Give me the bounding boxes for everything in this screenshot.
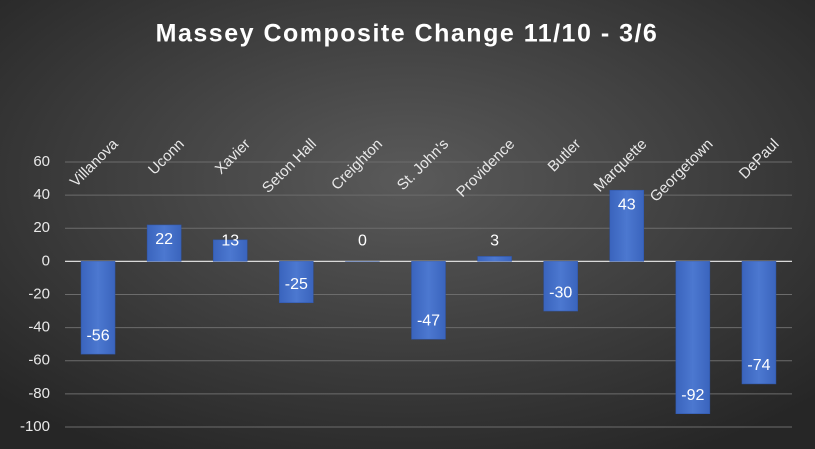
data-label: 43 <box>618 196 636 213</box>
y-tick-label: -40 <box>28 319 50 336</box>
data-label: -92 <box>681 387 704 404</box>
data-label: -47 <box>417 312 440 329</box>
bar <box>212 239 248 262</box>
y-tick-label: 0 <box>42 252 50 269</box>
bar <box>477 256 512 262</box>
bar <box>543 261 578 312</box>
data-label: 13 <box>221 233 239 250</box>
chart-title: Massey Composite Change 11/10 - 3/6 <box>156 20 659 48</box>
y-tick-label: 60 <box>33 153 50 170</box>
data-label: -25 <box>285 276 308 293</box>
bar <box>411 261 446 340</box>
bar <box>146 224 182 262</box>
bar <box>675 261 711 414</box>
y-tick-label: -100 <box>20 418 50 435</box>
y-tick-label: -60 <box>28 352 50 369</box>
y-tick-label: -80 <box>28 385 50 402</box>
bar <box>80 261 116 355</box>
bar <box>741 261 777 385</box>
data-label: 3 <box>490 233 499 250</box>
y-tick-label: 40 <box>33 186 50 203</box>
bar <box>279 261 314 304</box>
y-tick-label: 20 <box>33 219 50 236</box>
data-label: -74 <box>747 357 770 374</box>
y-tick-label: -20 <box>28 285 50 302</box>
bar <box>609 189 645 262</box>
data-label: 0 <box>358 233 367 250</box>
data-label: 22 <box>155 231 173 248</box>
data-label: -30 <box>549 284 572 301</box>
data-label: -56 <box>86 327 109 344</box>
